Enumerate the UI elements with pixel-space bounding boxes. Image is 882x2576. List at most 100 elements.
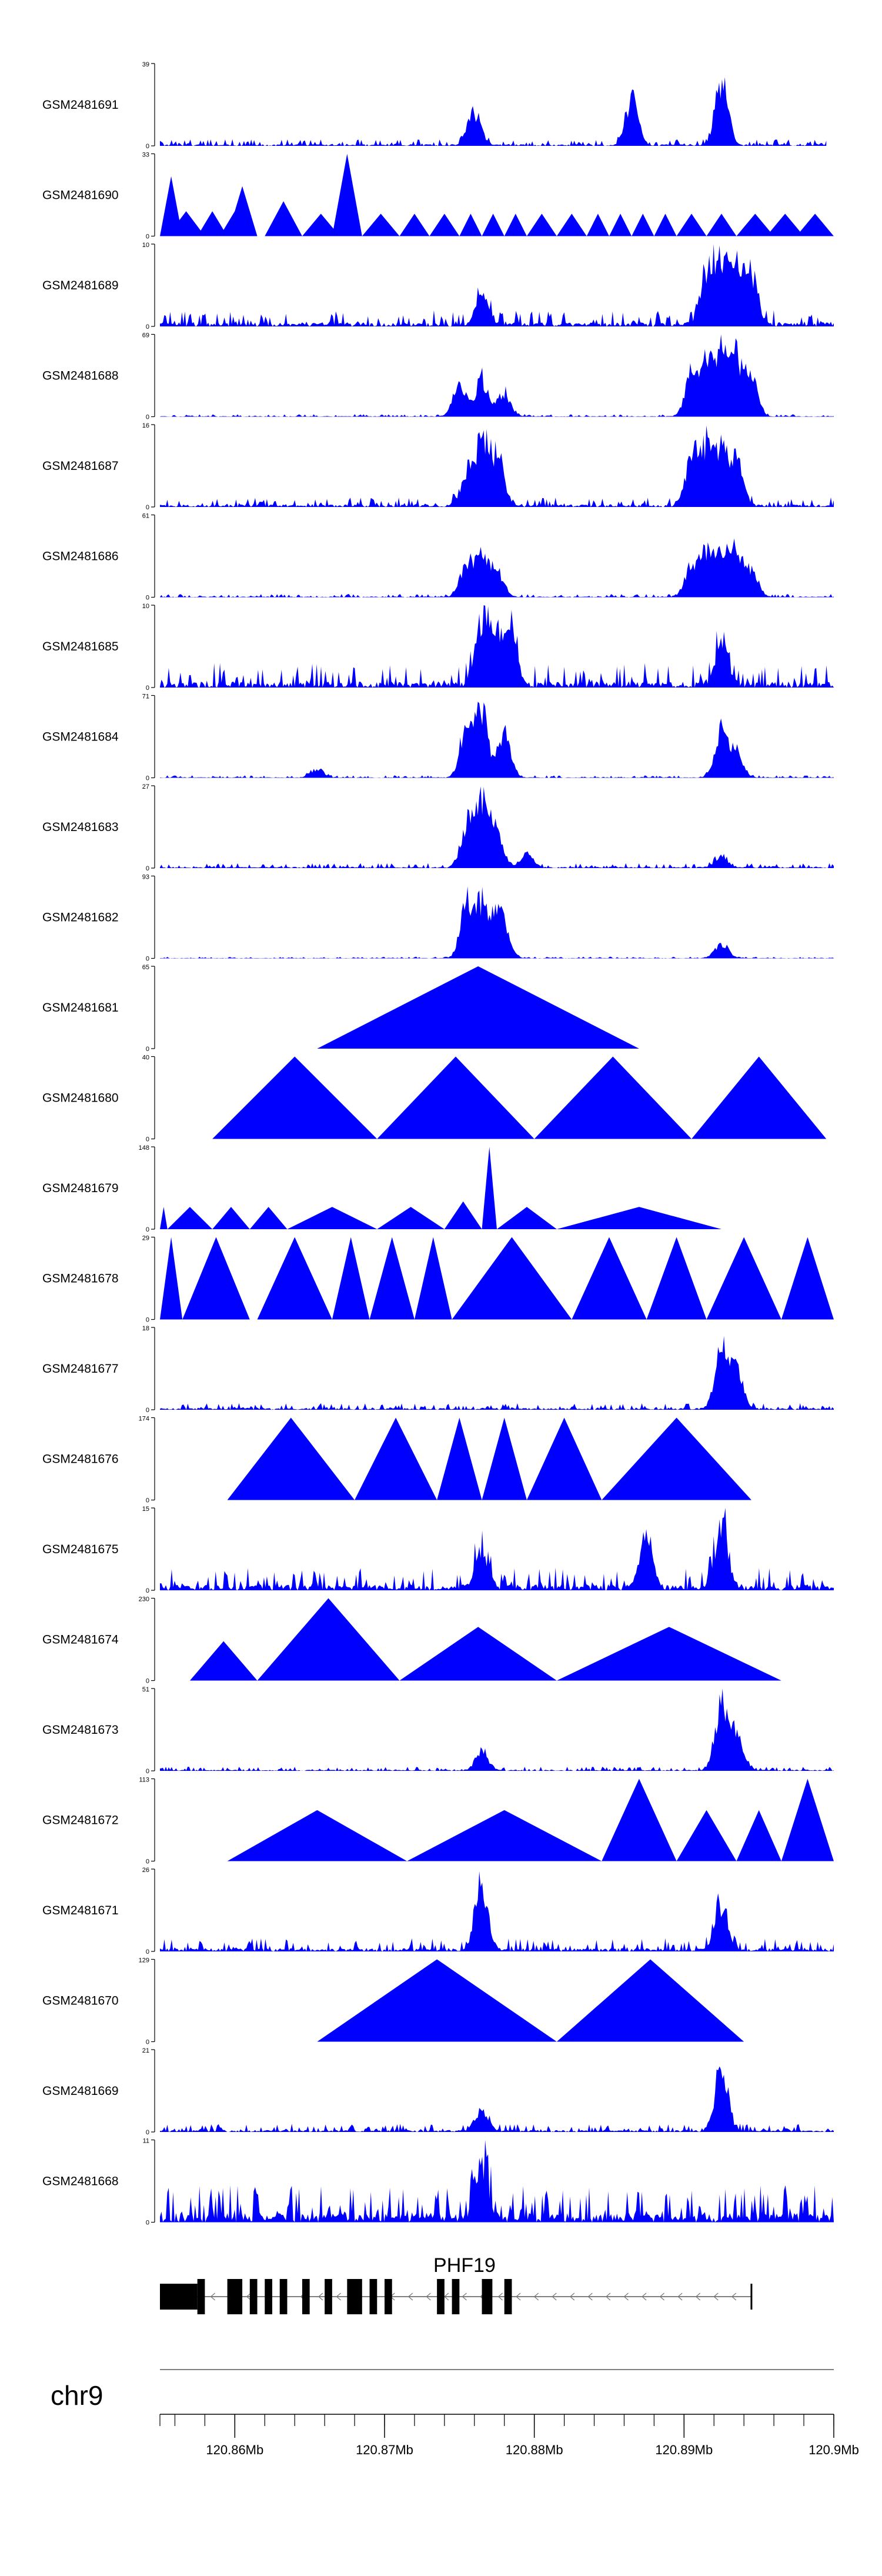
strand-chevron xyxy=(623,2293,629,2301)
track-GSM2481684: GSM2481684 71 0 xyxy=(42,693,834,782)
coverage-peak xyxy=(781,1237,834,1320)
coverage-peak xyxy=(227,1417,355,1500)
coverage-area xyxy=(160,425,834,507)
y-min-label: 0 xyxy=(146,1046,149,1053)
track-label: GSM2481673 xyxy=(42,1723,119,1737)
y-max-label: 11 xyxy=(143,2138,149,2145)
y-min-label: 0 xyxy=(146,233,149,241)
coverage-peak xyxy=(504,213,527,236)
track-GSM2481690: GSM2481690 33 0 xyxy=(42,152,834,241)
coverage-tracks: GSM2481691390GSM2481690330GSM2481689100G… xyxy=(42,61,834,2227)
coverage-area xyxy=(160,2140,834,2223)
x-tick-label: 120.87Mb xyxy=(356,2442,413,2457)
coverage-area xyxy=(160,77,827,146)
coverage-area xyxy=(160,538,834,598)
exon-block xyxy=(437,2279,445,2314)
coverage-peak xyxy=(355,1417,437,1500)
track-GSM2481686: GSM2481686 61 0 xyxy=(42,513,834,602)
track-GSM2481673: GSM2481673 51 0 xyxy=(42,1686,834,1775)
coverage-peak xyxy=(302,213,340,236)
gene-model: PHF19 xyxy=(160,2254,753,2314)
y-max-label: 148 xyxy=(139,1144,149,1152)
exon-block xyxy=(249,2279,258,2314)
y-min-label: 0 xyxy=(146,1858,149,1866)
strand-chevron xyxy=(695,2293,701,2301)
coverage-peak xyxy=(444,1201,482,1229)
coverage-peak xyxy=(736,1810,781,1861)
coverage-peak xyxy=(676,213,707,236)
strand-chevron xyxy=(533,2293,539,2301)
y-max-label: 21 xyxy=(142,2047,149,2054)
coverage-peak xyxy=(227,186,258,236)
track-GSM2481675: GSM2481675 15 0 xyxy=(42,1506,834,1594)
coverage-peak xyxy=(249,1207,288,1229)
coverage-peak xyxy=(332,154,362,236)
y-max-label: 40 xyxy=(142,1055,149,1062)
strand-chevron xyxy=(659,2293,664,2301)
y-min-label: 0 xyxy=(146,2039,149,2046)
coverage-peak xyxy=(182,1237,250,1320)
track-GSM2481672: GSM2481672 113 0 xyxy=(42,1777,834,1866)
y-min-label: 0 xyxy=(146,1317,149,1324)
coverage-peak xyxy=(399,213,430,236)
strand-chevron xyxy=(318,2293,323,2301)
coverage-peak xyxy=(459,213,482,236)
y-min-label: 0 xyxy=(146,2220,149,2227)
coverage-peak xyxy=(632,213,654,236)
exon-block xyxy=(482,2279,493,2314)
coverage-peak xyxy=(796,213,834,236)
x-tick-label: 120.88Mb xyxy=(506,2442,563,2457)
strand-chevron xyxy=(569,2293,575,2301)
track-label: GSM2481676 xyxy=(42,1453,119,1466)
y-max-label: 174 xyxy=(139,1416,149,1423)
genome-axis: chr9 120.86Mb 120.87Mb 120.88Mb 120.89Mb 120.… xyxy=(51,2369,859,2457)
x-tick-label: 120.89Mb xyxy=(655,2442,713,2457)
track-label: GSM2481688 xyxy=(42,369,119,383)
track-label: GSM2481691 xyxy=(42,98,119,112)
track-GSM2481680: GSM2481680 40 0 xyxy=(42,1055,827,1143)
track-label: GSM2481668 xyxy=(42,2175,119,2188)
y-min-label: 0 xyxy=(146,143,149,150)
track-GSM2481683: GSM2481683 27 0 xyxy=(42,783,834,872)
strand-chevron xyxy=(210,2293,215,2301)
coverage-peak xyxy=(526,213,557,236)
coverage-peak xyxy=(706,1237,781,1320)
track-GSM2481678: GSM2481678 29 0 xyxy=(42,1235,834,1324)
strand-chevron xyxy=(713,2293,719,2301)
coverage-peak xyxy=(212,1056,377,1139)
track-label: GSM2481672 xyxy=(42,1814,119,1827)
y-max-label: 39 xyxy=(142,61,149,68)
track-GSM2481687: GSM2481687 16 0 xyxy=(42,422,834,511)
track-label: GSM2481683 xyxy=(42,820,119,834)
coverage-peak xyxy=(556,1627,781,1681)
coverage-peak xyxy=(602,1778,677,1861)
coverage-area xyxy=(160,1871,834,1951)
y-max-label: 15 xyxy=(142,1506,149,1513)
track-GSM2481685: GSM2481685 10 0 xyxy=(42,603,834,692)
track-label: GSM2481669 xyxy=(42,2084,119,2098)
coverage-peak xyxy=(160,176,183,236)
exon-block xyxy=(279,2279,288,2314)
coverage-peak xyxy=(429,213,460,236)
coverage-peak xyxy=(332,1237,370,1320)
track-label: GSM2481677 xyxy=(42,1362,119,1376)
track-GSM2481691: GSM2481691 39 0 xyxy=(42,61,827,150)
track-GSM2481669: GSM2481669 21 0 xyxy=(42,2047,834,2136)
track-GSM2481671: GSM2481671 26 0 xyxy=(42,1867,834,1956)
y-max-label: 129 xyxy=(139,1957,149,1964)
coverage-peak xyxy=(766,213,804,236)
y-min-label: 0 xyxy=(146,323,149,331)
exon-block xyxy=(197,2279,205,2314)
coverage-peak xyxy=(257,1237,332,1320)
track-label: GSM2481670 xyxy=(42,1994,119,2008)
y-min-label: 0 xyxy=(146,685,149,692)
coverage-area xyxy=(160,1508,834,1590)
y-min-label: 0 xyxy=(146,1497,149,1504)
y-min-label: 0 xyxy=(146,2129,149,2136)
y-min-label: 0 xyxy=(146,956,149,963)
track-GSM2481679: GSM2481679 148 0 xyxy=(42,1144,721,1233)
coverage-peak xyxy=(407,1810,602,1861)
strand-chevron xyxy=(587,2293,593,2301)
y-min-label: 0 xyxy=(146,1678,149,1685)
coverage-peak xyxy=(556,213,587,236)
